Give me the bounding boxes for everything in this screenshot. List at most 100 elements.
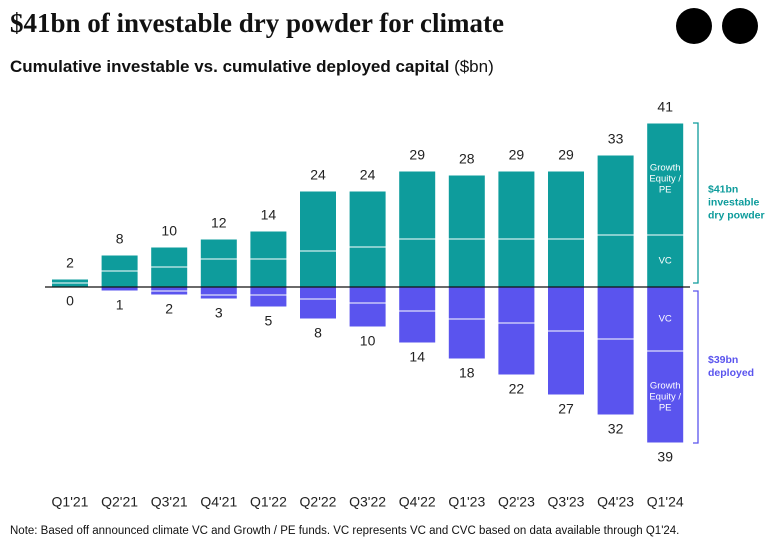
- bracket: [693, 290, 699, 444]
- bar-segment: [199, 294, 238, 300]
- subtitle-unit: ($bn): [454, 57, 494, 76]
- x-tick-label: Q4'21: [200, 494, 237, 510]
- bar-segment: [299, 298, 337, 320]
- x-tick-label: Q1'24: [647, 494, 684, 510]
- x-tick-label: Q2'23: [498, 494, 535, 510]
- x-tick-label: Q2'21: [101, 494, 138, 510]
- bar-segment: [398, 238, 437, 288]
- total-label: 2: [66, 255, 74, 271]
- bar-segment: [348, 246, 387, 288]
- total-label: 39: [657, 449, 673, 465]
- bar-segment: [447, 174, 486, 240]
- total-label: 29: [509, 147, 525, 163]
- total-label: 24: [360, 167, 376, 183]
- bar-segment: [100, 254, 139, 272]
- total-label: 24: [310, 167, 326, 183]
- bar-segment: [547, 286, 585, 332]
- total-label: 1: [116, 297, 124, 313]
- total-label: 18: [459, 365, 475, 381]
- segment-label: Growth Equity / PE: [649, 162, 682, 196]
- total-label: 29: [409, 147, 425, 163]
- total-label: 3: [215, 305, 223, 321]
- subtitle-text: Cumulative investable vs. cumulative dep…: [10, 57, 450, 76]
- bar-segment: [596, 154, 635, 236]
- total-label: 14: [409, 349, 425, 365]
- bar-segment: [348, 302, 387, 328]
- bar-segment: [299, 286, 337, 300]
- bar-segment: [100, 270, 139, 288]
- bar-segment: [150, 246, 189, 268]
- total-label: 32: [608, 421, 624, 437]
- bar-segment: [497, 322, 536, 376]
- bar-segment: [646, 122, 685, 236]
- x-tick-label: Q1'23: [448, 494, 485, 510]
- bar-segment: [249, 230, 288, 260]
- bar-segment: [547, 238, 585, 288]
- x-tick-label: Q4'22: [399, 494, 436, 510]
- bar-segment: [547, 330, 585, 396]
- total-label: 5: [265, 313, 273, 329]
- total-label: 29: [558, 147, 574, 163]
- x-tick-label: Q1'21: [52, 494, 89, 510]
- total-label: 12: [211, 215, 227, 231]
- x-tick-label: Q2'22: [300, 494, 337, 510]
- bracket: [693, 122, 699, 284]
- x-tick-label: Q3'22: [349, 494, 386, 510]
- total-label: 33: [608, 131, 624, 147]
- segment-label: VC: [658, 313, 672, 325]
- bar-segment: [646, 234, 685, 288]
- bar-segment: [199, 258, 238, 288]
- total-label: 0: [66, 293, 74, 309]
- bar-segment: [447, 238, 486, 288]
- total-label: 14: [261, 207, 277, 223]
- total-label: 8: [116, 231, 124, 247]
- logo-dot: [676, 8, 712, 44]
- bar-segment: [398, 286, 437, 312]
- bar-segment: [199, 238, 238, 260]
- bar-segment: [497, 238, 536, 288]
- note: Note: Based off announced climate VC and…: [10, 525, 680, 537]
- bar-segment: [199, 286, 238, 296]
- bar-segment: [596, 286, 635, 340]
- x-tick-label: Q3'21: [151, 494, 188, 510]
- bar-segment: [398, 170, 437, 240]
- bar-segment: [249, 258, 288, 288]
- x-tick-label: Q3'23: [548, 494, 585, 510]
- x-tick-label: Q1'22: [250, 494, 287, 510]
- segment-label: VC: [658, 255, 672, 267]
- total-label: 10: [161, 223, 177, 239]
- total-label: 10: [360, 333, 376, 349]
- x-tick-label: Q4'23: [597, 494, 634, 510]
- bar-segment: [150, 290, 189, 296]
- bar-segment: [249, 294, 288, 308]
- bar-segment: [646, 350, 685, 444]
- logo-dot: [722, 8, 758, 44]
- total-label: 41: [657, 99, 673, 115]
- bar-segment: [249, 286, 288, 296]
- bar-segment: [596, 338, 635, 416]
- bar-segment: [497, 286, 536, 324]
- bar-segment: [447, 318, 486, 360]
- bar-segment: [547, 170, 585, 240]
- bar-segment: [299, 250, 337, 288]
- total-label: 22: [509, 381, 525, 397]
- bar-segment: [348, 286, 387, 304]
- bar-segment: [497, 170, 536, 240]
- total-label: 2: [165, 301, 173, 317]
- subtitle: Cumulative investable vs. cumulative dep…: [10, 57, 494, 77]
- bracket-annotation: $39bn deployed: [708, 354, 755, 379]
- bar-segment: [299, 190, 337, 252]
- bar-segment: [596, 234, 635, 288]
- bar-segment: [150, 266, 189, 288]
- total-label: 28: [459, 151, 475, 167]
- bracket-annotation: $41bn investable dry powder: [708, 183, 765, 222]
- bar-segment: [447, 286, 486, 320]
- bar-segment: [348, 190, 387, 248]
- bar-segment: [51, 278, 89, 284]
- total-label: 8: [314, 325, 322, 341]
- bar-segment: [398, 310, 437, 344]
- title: $41bn of investable dry powder for clima…: [10, 8, 504, 38]
- segment-label: Growth Equity / PE: [649, 380, 682, 414]
